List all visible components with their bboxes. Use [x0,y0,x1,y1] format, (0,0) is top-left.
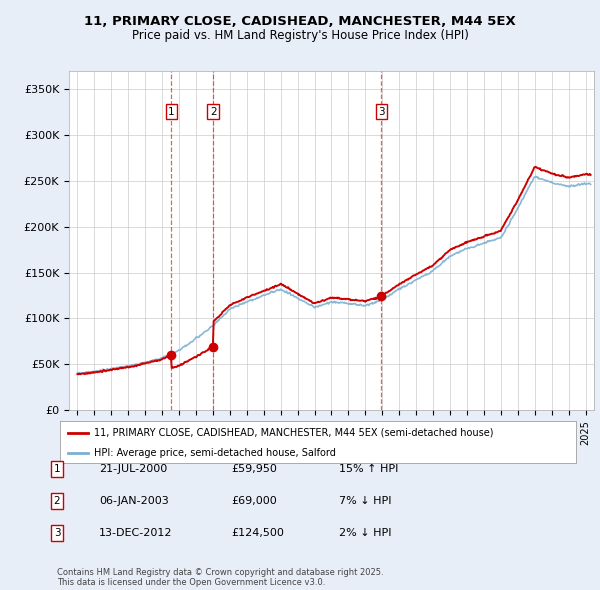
Text: 3: 3 [378,107,385,116]
Text: 2: 2 [210,107,217,116]
Text: 2: 2 [53,496,61,506]
Text: Price paid vs. HM Land Registry's House Price Index (HPI): Price paid vs. HM Land Registry's House … [131,30,469,42]
Text: 11, PRIMARY CLOSE, CADISHEAD, MANCHESTER, M44 5EX (semi-detached house): 11, PRIMARY CLOSE, CADISHEAD, MANCHESTER… [94,428,493,438]
Text: 3: 3 [53,528,61,537]
Text: 2% ↓ HPI: 2% ↓ HPI [339,528,391,537]
Text: £59,950: £59,950 [231,464,277,474]
Text: 15% ↑ HPI: 15% ↑ HPI [339,464,398,474]
Text: HPI: Average price, semi-detached house, Salford: HPI: Average price, semi-detached house,… [94,448,335,457]
Text: 7% ↓ HPI: 7% ↓ HPI [339,496,391,506]
Text: 06-JAN-2003: 06-JAN-2003 [99,496,169,506]
Text: 13-DEC-2012: 13-DEC-2012 [99,528,173,537]
Text: 21-JUL-2000: 21-JUL-2000 [99,464,167,474]
Text: £124,500: £124,500 [231,528,284,537]
Text: 11, PRIMARY CLOSE, CADISHEAD, MANCHESTER, M44 5EX: 11, PRIMARY CLOSE, CADISHEAD, MANCHESTER… [84,15,516,28]
Text: 1: 1 [168,107,175,116]
Text: 1: 1 [53,464,61,474]
Text: £69,000: £69,000 [231,496,277,506]
Text: Contains HM Land Registry data © Crown copyright and database right 2025.
This d: Contains HM Land Registry data © Crown c… [57,568,383,587]
